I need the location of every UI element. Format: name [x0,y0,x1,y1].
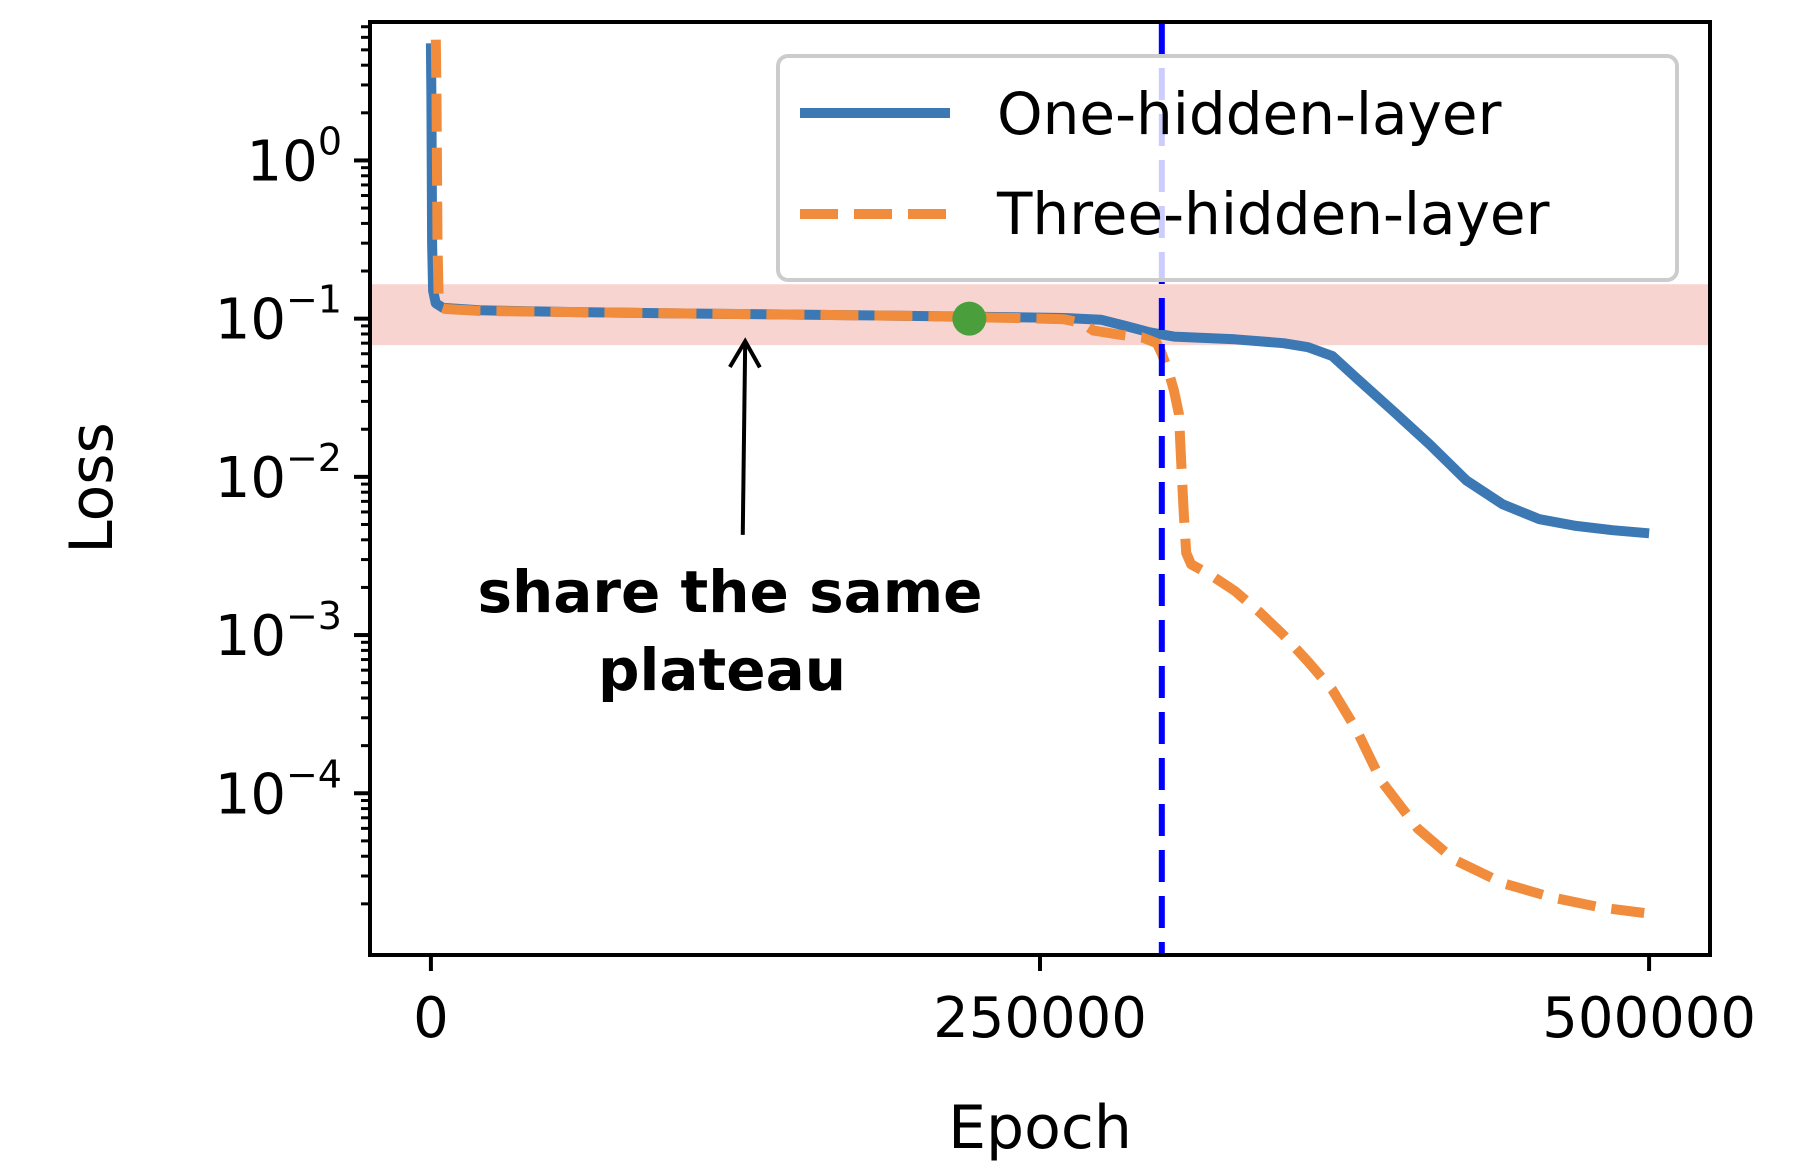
y-tick-label: 10−2 [215,436,342,511]
series-line-one-hidden-layer [425,43,1650,539]
annotation-arrow [740,341,748,535]
legend: One-hidden-layer Three-hidden-layer [776,54,1679,282]
legend-label-one-hidden-layer: One-hidden-layer [997,80,1502,148]
annotation-arrowhead [728,337,762,369]
y-tick-label: 10−1 [215,278,342,353]
legend-label-three-hidden-layer: Three-hidden-layer [996,180,1550,248]
annotation-line-1: share the same [477,558,982,626]
x-axis-title: Epoch [948,1093,1132,1163]
annotation-line-2: plateau [598,636,846,704]
x-tick-label: 250000 [933,986,1147,1051]
y-tick-label: 10−3 [215,594,342,669]
x-tick-label: 500000 [1542,986,1756,1051]
annotation: share the same plateau [477,337,983,704]
legend-box [776,54,1679,282]
y-axis-title: Loss [57,422,127,554]
plateau-marker-point [952,301,987,336]
x-tick-label: 0 [413,986,449,1051]
series-line-three-hidden-layer [430,39,1645,918]
y-tick-label: 10−4 [215,752,342,827]
y-tick-label: 100 [247,119,342,194]
